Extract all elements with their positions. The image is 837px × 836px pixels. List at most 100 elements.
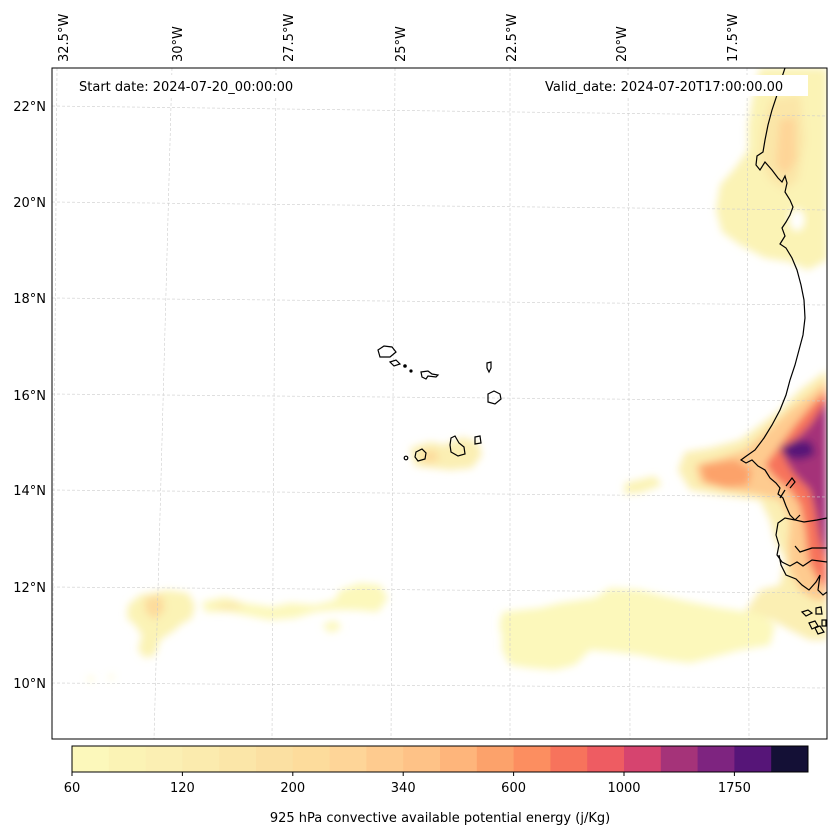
- colorbar-segment: [697, 746, 735, 772]
- longitude-tick-label: 20°W: [615, 26, 630, 62]
- colorbar-segment: [72, 746, 110, 772]
- colorbar-segment: [771, 746, 809, 772]
- island-sal: [486, 361, 492, 374]
- colorbar-segment: [660, 746, 699, 772]
- latitude-tick-label: 18°N: [13, 292, 46, 307]
- longitude-tick-label: 17.5°W: [726, 14, 741, 62]
- islet-raso: [409, 369, 413, 373]
- parallel-gridline: [52, 105, 827, 117]
- guinea-bissau-coast: [775, 517, 827, 596]
- start-date-label: Start date: 2024-07-20_00:00:00: [79, 80, 293, 95]
- colorbar-segment: [219, 746, 257, 772]
- gambia-border: [779, 477, 827, 553]
- senegal-higher: [785, 400, 827, 560]
- colorbar-label: 925 hPa convective available potential e…: [270, 811, 610, 826]
- latitude-tick-label: 14°N: [13, 484, 46, 499]
- colorbar-segment: [440, 746, 478, 772]
- island-santiago: [449, 435, 466, 457]
- cape-verde-south-core: [420, 450, 440, 464]
- latitude-labels: 22°N 20°N 18°N 16°N 14°N 12°N 10°N: [13, 100, 46, 692]
- south-band: [502, 588, 775, 670]
- colorbar-tick-label: 600: [501, 781, 526, 796]
- colorbar-tick-label: 1750: [718, 781, 751, 796]
- colorbar-tick-label: 340: [391, 781, 416, 796]
- mauritania-plume-max: [776, 118, 796, 175]
- island-sao-vicente: [388, 359, 402, 367]
- colorbar-segment: [182, 746, 220, 772]
- longitude-tick-label: 32.5°W: [57, 14, 72, 62]
- parallel-gridline: [52, 393, 827, 402]
- parallel-gridline: [52, 201, 827, 211]
- tiny-patch-a: [86, 677, 94, 682]
- valid-date-box: [538, 75, 808, 96]
- map-frame: [51, 67, 828, 740]
- cape-field: [86, 68, 827, 682]
- central-band: [202, 583, 388, 620]
- island-boa-vista: [487, 390, 502, 405]
- meridian-gridline: [271, 68, 277, 739]
- south-band-west-lobe: [500, 615, 530, 635]
- colorbar-segment: [256, 746, 294, 772]
- field-gap: [789, 209, 805, 231]
- longitude-tick-label: 25°W: [394, 26, 409, 62]
- senegal-max: [780, 440, 815, 460]
- island-santa-luzia: [403, 364, 407, 368]
- central-band-islet: [322, 620, 342, 633]
- meridian-gridline: [153, 68, 173, 739]
- longitude-labels: 32.5°W 30°W 27.5°W 25°W 22.5°W 20°W 17.5°W: [57, 14, 741, 62]
- colorbar-segment: [108, 746, 147, 772]
- start-date-box: [72, 75, 314, 96]
- colorbar-segment: [624, 746, 662, 772]
- latitude-tick-label: 20°N: [13, 196, 46, 211]
- west-africa-coastline: [739, 68, 827, 523]
- colorbar-segment: [403, 746, 441, 772]
- longitude-tick-label: 22.5°W: [505, 14, 520, 62]
- central-band-core: [210, 601, 245, 611]
- island-santo-antao: [377, 345, 397, 358]
- colorbar-tick-label: 120: [170, 781, 195, 796]
- bijagos-islands: [800, 606, 827, 635]
- colorbar-segment: [550, 746, 588, 772]
- meridian-gridline: [746, 68, 750, 739]
- latitude-tick-label: 16°N: [13, 389, 46, 404]
- parallel-gridline: [52, 297, 827, 306]
- longitude-tick-label: 30°W: [171, 26, 186, 62]
- colorbar-segment: [292, 746, 331, 772]
- offshore-small-blob: [624, 476, 662, 494]
- island-fogo: [414, 448, 427, 462]
- latitude-tick-label: 10°N: [13, 677, 46, 692]
- tiny-patch-b: [108, 674, 114, 680]
- island-maio: [474, 435, 482, 445]
- meridian-gridline: [52, 68, 58, 739]
- latitude-tick-label: 12°N: [13, 581, 46, 596]
- colorbar-segment: [513, 746, 551, 772]
- gridlines: [52, 68, 827, 739]
- colorbar-tick-label: 60: [64, 781, 81, 796]
- valid-date-label: Valid_date: 2024-07-20T17:00:00.00: [545, 80, 783, 95]
- latitude-tick-label: 22°N: [13, 100, 46, 115]
- colorbar-segment: [587, 746, 625, 772]
- longitude-tick-label: 27.5°W: [282, 14, 297, 62]
- colorbar-tick-label: 1000: [607, 781, 640, 796]
- cape-field-soft: [86, 68, 827, 682]
- colorbar-segment: [366, 746, 404, 772]
- colorbar-segment: [329, 746, 367, 772]
- coastlines: [377, 68, 827, 635]
- parallel-gridline: [52, 682, 827, 689]
- offshore-tongue-core: [700, 460, 752, 488]
- parallel-gridline: [52, 489, 827, 498]
- parallel-gridline: [52, 586, 827, 594]
- meridian-gridline: [390, 68, 396, 739]
- colorbar: 60 120 200 340 600 1000 1750: [64, 745, 809, 796]
- island-sao-nicolau: [420, 370, 440, 380]
- colorbar-frame: [71, 745, 809, 773]
- colorbar-segment: [476, 746, 515, 772]
- west-blob-core: [145, 595, 165, 620]
- colorbar-segment: [145, 746, 183, 772]
- island-brava: [403, 455, 409, 461]
- meridian-gridline: [627, 68, 631, 739]
- colorbar-tick-label: 200: [280, 781, 305, 796]
- west-blob: [127, 590, 195, 658]
- colorbar-segment: [734, 746, 772, 772]
